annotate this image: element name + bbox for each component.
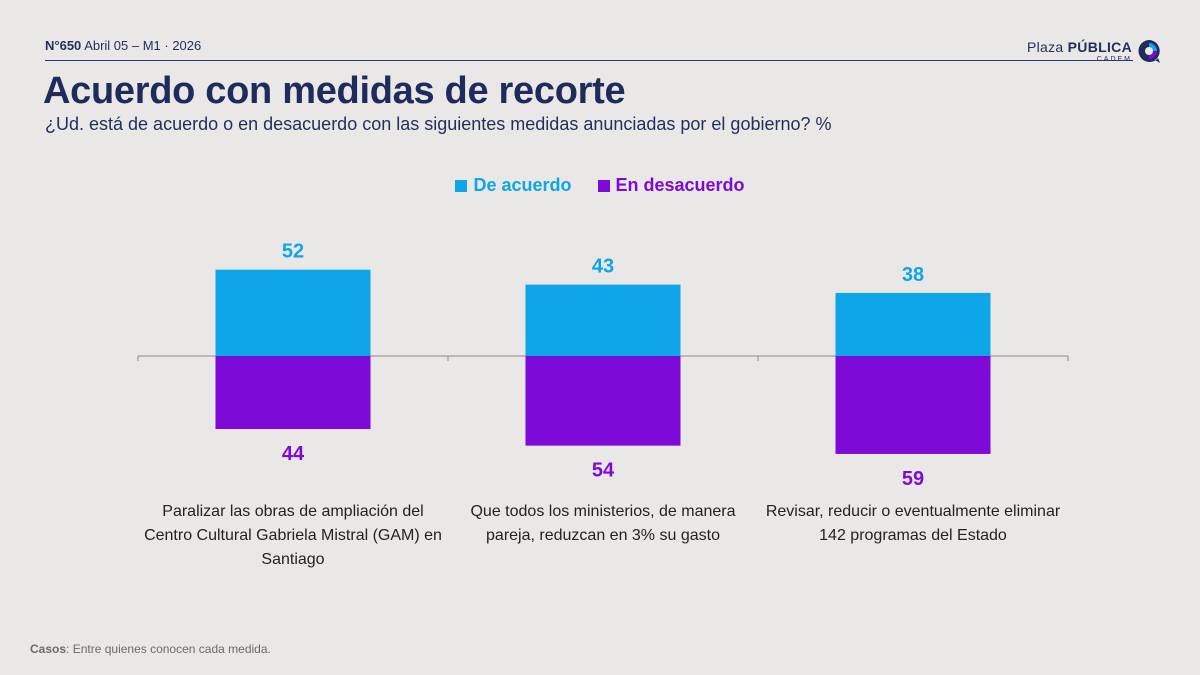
- category-label-0: Paralizar las obras de ampliación del Ce…: [144, 503, 442, 568]
- legend-swatch-agree: [455, 179, 468, 192]
- issue-info: N°650 Abril 05 – M1 · 2026: [45, 38, 201, 53]
- bar-disagree-0: [215, 356, 371, 430]
- issue-number: N°650: [45, 38, 82, 53]
- bar-disagree-1: [525, 356, 681, 446]
- brand-sub: CADEM: [1096, 56, 1132, 63]
- data-label-agree-0: 52: [282, 241, 304, 263]
- legend-label-agree: De acuerdo: [473, 175, 572, 195]
- bar-agree-1: [525, 284, 681, 356]
- legend-item-agree: De acuerdo: [455, 175, 572, 196]
- data-label-agree-2: 38: [902, 264, 924, 286]
- data-label-agree-1: 43: [592, 256, 614, 278]
- category-label-2: Revisar, reducir o eventualmente elimina…: [765, 503, 1061, 544]
- brand-bold: PÚBLICA: [1067, 39, 1132, 55]
- legend-item-disagree: En desacuerdo: [597, 175, 745, 196]
- data-label-disagree-0: 44: [282, 443, 305, 465]
- data-label-disagree-1: 54: [592, 460, 615, 482]
- footer-note: Casos: Entre quienes conocen cada medida…: [30, 642, 271, 656]
- legend-label-disagree: En desacuerdo: [615, 175, 745, 195]
- bar-agree-0: [215, 269, 371, 356]
- data-label-disagree-2: 59: [902, 468, 924, 490]
- footer-label: Casos: [30, 642, 67, 656]
- bar-disagree-2: [835, 356, 991, 454]
- brand-logo-text: Plaza PÚBLICA CADEM: [1027, 40, 1132, 63]
- speech-bubble-logo-icon: [1138, 40, 1160, 63]
- legend-swatch-disagree: [597, 179, 610, 192]
- page-title: Acuerdo con medidas de recorte: [43, 70, 626, 112]
- brand-light: Plaza: [1026, 39, 1064, 55]
- footer-text: : Entre quienes conocen cada medida.: [66, 642, 271, 656]
- issue-date: Abril 05 – M1 · 2026: [84, 38, 202, 53]
- bar-agree-2: [835, 292, 991, 356]
- chart-legend: De acuerdo En desacuerdo: [0, 175, 1200, 196]
- header-divider: [45, 60, 1133, 61]
- page-subtitle: ¿Ud. está de acuerdo o en desacuerdo con…: [45, 114, 832, 134]
- category-label-1: Que todos los ministerios, de manera par…: [470, 503, 736, 544]
